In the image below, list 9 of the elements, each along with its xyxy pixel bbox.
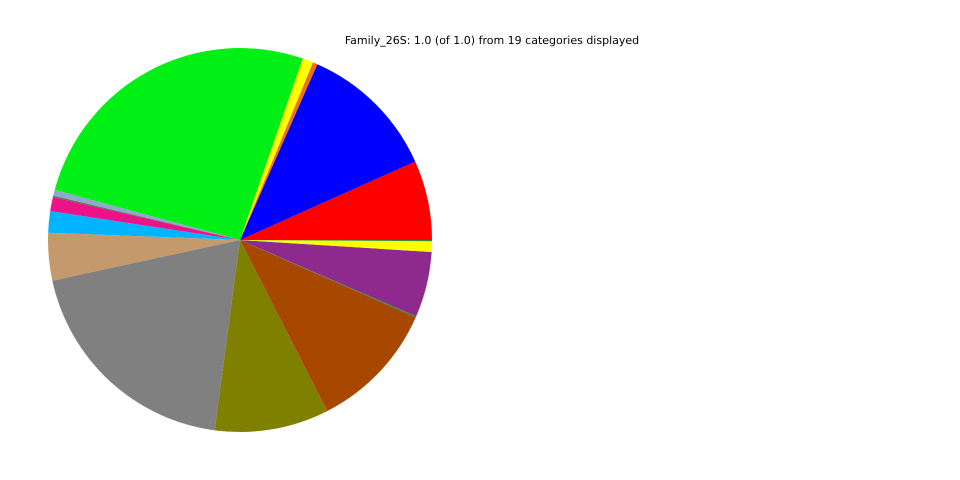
pie-slice — [48, 211, 240, 240]
pie-slice — [240, 162, 432, 240]
pie-slice — [48, 232, 240, 281]
pie-slice — [214, 240, 328, 432]
text: Family_26S: 1.0 (of 1.0) from 19 categories displayed — [344, 34, 640, 47]
pie-slice — [240, 64, 416, 240]
pie-slice — [54, 48, 303, 240]
pie-slice — [240, 240, 416, 412]
pie-slice — [52, 240, 240, 430]
